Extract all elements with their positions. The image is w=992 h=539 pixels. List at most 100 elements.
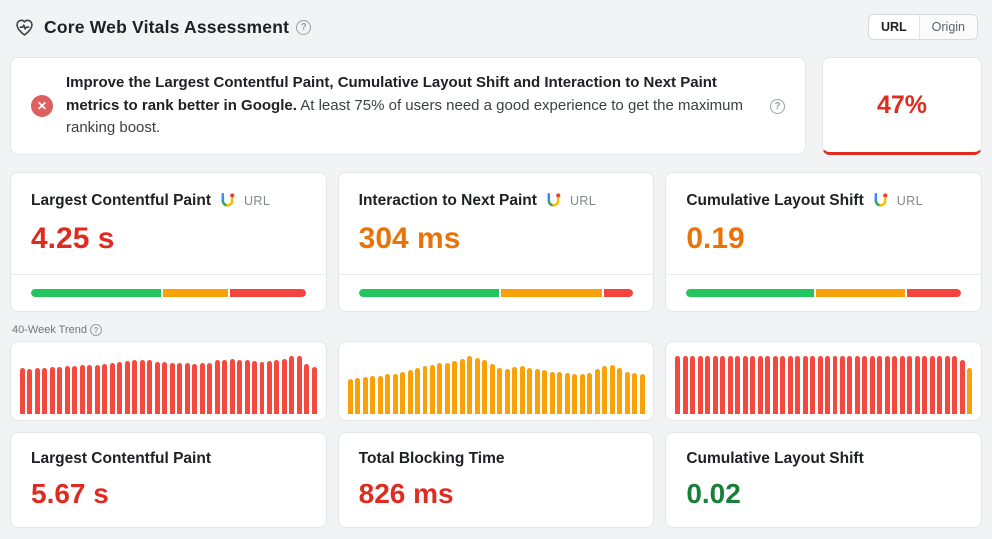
trend-bar (304, 364, 310, 414)
trend-bar (854, 356, 860, 414)
trend-bar (922, 356, 928, 414)
trend-bar (675, 356, 681, 414)
trend-bar (407, 370, 413, 414)
trend-bar (87, 364, 93, 414)
trend-bar (34, 367, 40, 414)
trend-chart-lcp (10, 341, 327, 421)
metric-value: 0.19 (686, 222, 745, 255)
metric-card-inp: Interaction to Next Paint URL 304 ms (337, 172, 655, 312)
trend-bar (712, 356, 718, 414)
trend-bar (259, 361, 265, 414)
distribution-segment (31, 289, 161, 297)
trend-bar (444, 362, 450, 414)
trend-bar (907, 355, 913, 414)
url-origin-toggle: URL Origin (867, 14, 978, 40)
trend-bar (482, 360, 488, 414)
trend-bar (639, 373, 645, 414)
trend-bar (459, 358, 465, 414)
assessment-score-card: 47% (822, 57, 982, 155)
trend-bar (519, 366, 525, 414)
trend-bar (199, 363, 205, 414)
lab-card-cls: Cumulative Layout Shift 0.02 (665, 432, 982, 528)
assessment-score: 47% (876, 90, 928, 119)
trend-bar (825, 355, 830, 414)
trend-bar (102, 364, 108, 414)
trend-bar (817, 356, 823, 414)
lab-metric-cards-row: Largest Contentful Paint 5.67 s Total Bl… (10, 432, 982, 528)
trend-bar (385, 374, 391, 414)
chrome-ux-icon (547, 192, 561, 207)
trend-bar (355, 377, 361, 414)
distribution-bar (358, 289, 634, 297)
trend-bar (697, 355, 703, 414)
distribution-segment (906, 289, 961, 297)
chrome-ux-icon (221, 192, 235, 207)
metric-value: 0.02 (686, 478, 741, 509)
trend-bar (587, 373, 593, 414)
trend-bar (839, 356, 845, 414)
trend-bar (94, 365, 100, 414)
distribution-segment (501, 289, 602, 297)
header-help-icon[interactable]: ? (296, 19, 312, 35)
trend-bar (892, 355, 898, 414)
trend-bar (632, 373, 638, 414)
trend-bar (557, 372, 563, 414)
trend-bar (869, 355, 875, 414)
trend-bar (192, 364, 198, 414)
trend-bar (802, 355, 808, 414)
trend-bar (527, 367, 533, 414)
trend-bar (847, 355, 853, 414)
trend-bar (750, 356, 756, 414)
trend-bar (757, 356, 763, 414)
trend-bar (944, 355, 950, 414)
trend-bar (474, 357, 480, 414)
trend-bar (914, 356, 920, 414)
trend-bar (609, 365, 615, 414)
distribution-segment (229, 289, 306, 297)
trend-bar (296, 355, 302, 414)
trend-bar (229, 358, 235, 414)
trend-bar (765, 355, 771, 414)
distribution-segment (358, 289, 500, 297)
trend-bar (489, 364, 495, 414)
fail-x-icon: ✕ (31, 95, 53, 117)
metric-label: Largest Contentful Paint (31, 450, 211, 467)
chrome-ux-icon (874, 192, 888, 207)
core-web-vitals-panel: Core Web Vitals Assessment ? URL Origin … (10, 14, 982, 528)
metric-card-lcp: Largest Contentful Paint URL 4.25 s (10, 172, 327, 312)
metric-cards-row: Largest Contentful Paint URL 4.25 s (10, 172, 982, 312)
distribution-segment (162, 289, 228, 297)
trend-bar (832, 356, 838, 414)
trend-bar (400, 372, 406, 414)
distribution-bar (31, 289, 306, 297)
page-title: Core Web Vitals Assessment (44, 16, 290, 37)
alert-help-icon[interactable]: ? (770, 98, 785, 114)
trend-bar (72, 366, 78, 414)
trend-bar (139, 359, 145, 414)
trend-bar (512, 367, 518, 414)
trend-charts-row (10, 341, 982, 421)
trend-bar (177, 363, 183, 414)
metric-source-badge: URL (896, 194, 923, 208)
trend-bar (735, 356, 741, 414)
trend-bar (542, 370, 548, 414)
trend-bar (244, 360, 250, 414)
distribution-segment (686, 289, 814, 297)
trend-bar (214, 360, 220, 414)
toggle-origin-button[interactable]: Origin (918, 15, 977, 39)
trend-bar (952, 356, 958, 414)
trend-bar (132, 360, 138, 414)
trend-help-icon[interactable]: ? (90, 324, 103, 336)
trend-bar (147, 360, 153, 414)
trend-bar (467, 356, 473, 414)
trend-bar (497, 367, 503, 414)
trend-bar (281, 358, 287, 414)
trend-bar (124, 360, 130, 414)
trend-bar (534, 369, 540, 414)
trend-chart-cls (665, 341, 982, 421)
trend-bar (682, 355, 688, 414)
toggle-url-button[interactable]: URL (868, 15, 919, 39)
trend-bar (579, 374, 585, 414)
trend-bar (377, 375, 383, 414)
assessment-alert: ✕ Improve the Largest Contentful Paint, … (10, 57, 806, 155)
